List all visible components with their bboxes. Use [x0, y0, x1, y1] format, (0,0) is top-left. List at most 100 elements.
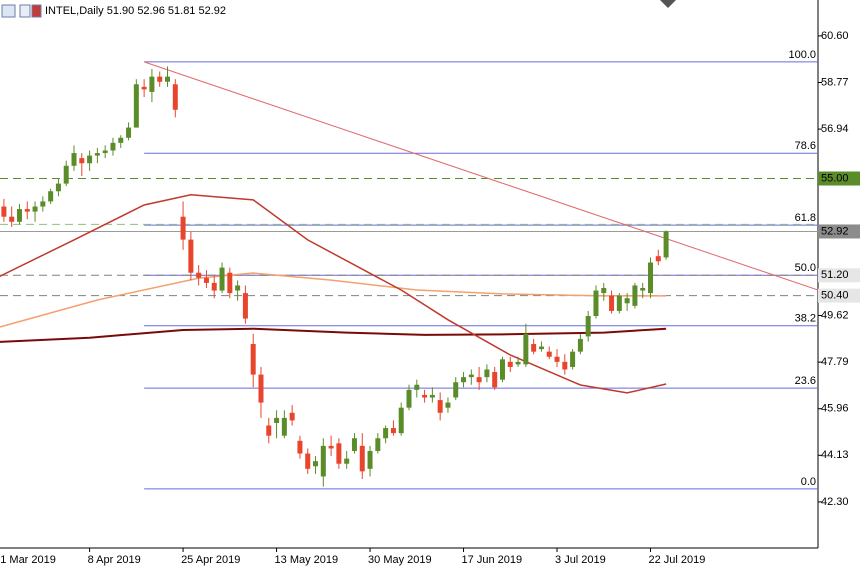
price-box-label: 51.20 — [821, 269, 849, 281]
candle-body — [663, 231, 669, 258]
candle-body — [1, 206, 7, 217]
candle-body — [149, 76, 155, 92]
candle-body — [336, 443, 342, 464]
candle-body — [188, 239, 194, 273]
candle-body — [422, 394, 428, 398]
x-tick-label: 17 Jun 2019 — [462, 554, 523, 566]
fib-label: 23.6 — [795, 375, 816, 387]
candle-body — [616, 295, 622, 311]
y-tick-label: 45.96 — [821, 403, 849, 415]
y-tick-label: 44.13 — [821, 449, 849, 461]
candle-body — [554, 356, 560, 362]
trendline — [143, 61, 818, 291]
candle-body — [203, 277, 209, 283]
candle-body — [577, 338, 583, 352]
candle-body — [126, 127, 132, 138]
price-box — [818, 171, 860, 186]
candle-body — [211, 282, 217, 291]
candle-body — [40, 201, 46, 207]
x-tick-label: 25 Apr 2019 — [181, 554, 240, 566]
fib-label: 100.0 — [788, 49, 816, 61]
icon[interactable] — [31, 4, 42, 18]
fib-label: 61.8 — [795, 212, 816, 224]
candle-body — [328, 445, 334, 449]
price-box-label: 50.40 — [821, 290, 849, 302]
candle-body — [390, 428, 396, 434]
y-tick-label: 56.94 — [821, 123, 849, 135]
candle-body — [196, 272, 202, 278]
candle-body — [320, 445, 326, 477]
x-tick-label: 8 Apr 2019 — [88, 554, 141, 566]
price-box-label: 52.92 — [821, 225, 849, 237]
candle-body — [515, 361, 521, 365]
candle-body — [375, 438, 381, 451]
price-box — [818, 224, 860, 239]
candle-body — [274, 417, 280, 423]
candle-body — [164, 76, 170, 82]
toolbar-icons — [1, 4, 42, 18]
candle-body — [367, 450, 373, 469]
candle-body — [414, 384, 420, 390]
candle-body — [172, 84, 178, 110]
x-tick-label: 3 Jul 2019 — [555, 554, 606, 566]
candle-body — [601, 288, 607, 294]
fib-label: 0.0 — [801, 476, 816, 488]
candle-body — [180, 216, 186, 240]
x-tick-label: 22 Jul 2019 — [649, 554, 706, 566]
plot-area: 100.0 78.6 61.8 50.0 38.2 23.6 0.0 — [0, 49, 818, 490]
candle-body — [453, 382, 459, 398]
moving-average — [0, 272, 667, 328]
fib-label: 50.0 — [795, 262, 816, 274]
candle-body — [227, 272, 233, 294]
candle-body — [48, 191, 54, 202]
candle-body — [359, 445, 365, 472]
candle-body — [468, 374, 474, 378]
candle-body — [523, 333, 529, 365]
price-box — [818, 268, 860, 283]
icon[interactable] — [1, 4, 16, 18]
candle-body — [655, 256, 661, 262]
candle-body — [305, 453, 311, 469]
moving-average — [0, 194, 667, 394]
moving-average — [0, 327, 667, 343]
candle-body — [609, 295, 615, 311]
y-tick-label: 42.30 — [821, 496, 849, 508]
candle-body — [313, 461, 319, 467]
y-tick-label: 58.77 — [821, 76, 849, 88]
chart-title: INTEL,Daily 51.90 52.96 51.81 52.92 — [45, 5, 226, 17]
candle-body — [94, 153, 100, 156]
price-box-label: 55.00 — [821, 172, 849, 184]
candle-body — [110, 142, 116, 151]
candle-body — [157, 76, 163, 82]
candle-body — [118, 137, 124, 143]
candle-body — [79, 158, 85, 164]
candle-body — [219, 267, 225, 291]
candle-body — [24, 209, 30, 212]
candle-body — [71, 153, 77, 166]
candle-body — [87, 155, 93, 164]
candle-body — [406, 389, 412, 408]
candle-body — [344, 458, 350, 464]
candle-body — [281, 417, 287, 436]
candle-body — [297, 440, 303, 454]
x-tick-label: 30 May 2019 — [368, 554, 432, 566]
candle-body — [640, 288, 646, 291]
candle-body — [538, 346, 544, 350]
fib-label: 38.2 — [795, 313, 816, 325]
candle-body — [250, 344, 256, 375]
candle-body — [437, 400, 443, 413]
candle-body — [492, 372, 498, 388]
fib-label: 78.6 — [795, 140, 816, 152]
candle-body — [32, 206, 38, 212]
y-tick-label: 60.60 — [821, 30, 849, 42]
candle-body — [351, 438, 357, 451]
candle-body — [507, 361, 513, 367]
candle-body — [531, 344, 537, 352]
candle-body — [484, 369, 490, 378]
candle-body — [102, 150, 108, 154]
candle-body — [266, 425, 272, 436]
icon[interactable] — [19, 4, 31, 18]
